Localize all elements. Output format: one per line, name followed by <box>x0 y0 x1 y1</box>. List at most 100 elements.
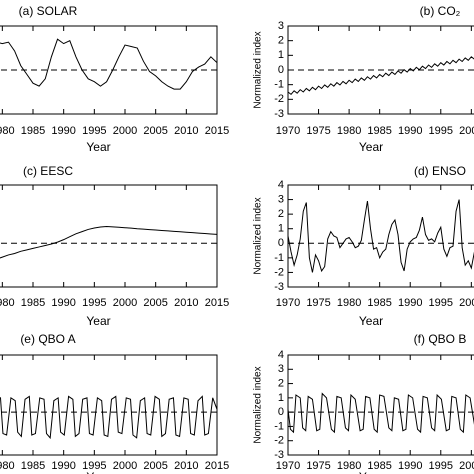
y-axis-label: Normalized index <box>253 366 264 443</box>
x-tick-label: 1995 <box>82 297 106 309</box>
y-tick-label: -3 <box>274 108 284 120</box>
y-tick-label: 2 <box>278 35 284 47</box>
x-tick-label: 1980 <box>337 125 361 137</box>
x-tick-label: 2015 <box>205 297 229 309</box>
y-tick-label: 3 <box>278 193 284 205</box>
x-tick-label: 1990 <box>51 460 75 472</box>
plot-frame <box>0 25 218 115</box>
x-tick-label: 1985 <box>367 460 391 472</box>
y-tick-label: -1 <box>274 420 284 432</box>
x-axis-label: Year <box>359 470 383 474</box>
x-axis-label: Year <box>86 470 110 474</box>
y-tick-label: 3 <box>278 20 284 32</box>
y-tick-label: 2 <box>278 377 284 389</box>
x-axis-label: Year <box>359 314 383 328</box>
x-tick-label: 1975 <box>306 125 330 137</box>
y-tick-label: 3 <box>278 363 284 375</box>
x-tick-label: 2000 <box>459 297 474 309</box>
x-tick-label: 1980 <box>0 297 15 309</box>
x-tick-label: 1980 <box>337 297 361 309</box>
x-tick-label: 2005 <box>143 460 167 472</box>
series-line <box>288 392 474 434</box>
y-tick-label: 4 <box>278 349 284 361</box>
y-tick-label: -2 <box>274 266 284 278</box>
plot-frame <box>287 354 474 456</box>
series-line <box>288 199 474 273</box>
x-tick-label: 2000 <box>459 460 474 472</box>
y-tick-label: 0 <box>278 64 284 76</box>
x-tick-label: 2000 <box>459 125 474 137</box>
x-tick-label: 1990 <box>398 460 422 472</box>
x-tick-label: 1995 <box>82 125 106 137</box>
plot-area <box>288 56 474 96</box>
x-tick-label: 1985 <box>21 460 45 472</box>
chart-title: (b) CO₂ <box>420 4 461 18</box>
x-tick-label: 1990 <box>398 125 422 137</box>
x-tick-label: 2000 <box>113 125 137 137</box>
x-tick-label: 2000 <box>113 460 137 472</box>
y-tick-label: -1 <box>274 79 284 91</box>
y-tick-label: 0 <box>278 406 284 418</box>
y-tick-label: 1 <box>278 223 284 235</box>
x-tick-label: 1985 <box>367 125 391 137</box>
y-tick-label: -2 <box>274 93 284 105</box>
x-tick-label: 2010 <box>174 460 198 472</box>
x-tick-label: 1990 <box>51 125 75 137</box>
y-tick-label: 4 <box>278 179 284 191</box>
x-tick-label: 2005 <box>143 297 167 309</box>
x-tick-label: 1970 <box>276 125 300 137</box>
y-tick-label: 0 <box>278 237 284 249</box>
plot-area <box>288 199 474 273</box>
x-tick-label: 1995 <box>82 460 106 472</box>
x-axis-label: Year <box>359 140 383 154</box>
chart-title: (f) QBO B <box>414 332 467 346</box>
plot-area <box>288 392 474 434</box>
x-tick-label: 2010 <box>174 297 198 309</box>
chart-title: (d) ENSO <box>414 164 466 178</box>
y-tick-label: -2 <box>274 435 284 447</box>
y-axis-label: Normalized index <box>253 31 264 108</box>
y-tick-label: -3 <box>274 281 284 293</box>
x-tick-label: 1975 <box>306 297 330 309</box>
chart-title: (e) QBO A <box>20 332 75 346</box>
chart-title: (c) EESC <box>23 164 73 178</box>
x-tick-label: 1995 <box>429 460 453 472</box>
plot-frame <box>0 354 218 456</box>
plot-area <box>0 395 217 440</box>
x-tick-label: 2015 <box>205 125 229 137</box>
x-tick-label: 2000 <box>113 297 137 309</box>
x-tick-label: 1980 <box>0 125 15 137</box>
x-tick-label: 2010 <box>174 125 198 137</box>
series-line <box>288 56 474 96</box>
x-tick-label: 1970 <box>276 460 300 472</box>
x-axis-label: Year <box>86 140 110 154</box>
x-tick-label: 1995 <box>429 125 453 137</box>
x-tick-label: 2005 <box>143 125 167 137</box>
plot-area <box>0 226 217 259</box>
x-tick-label: 1995 <box>429 297 453 309</box>
x-tick-label: 2015 <box>205 460 229 472</box>
y-tick-label: -3 <box>274 449 284 461</box>
x-tick-label: 1980 <box>0 460 15 472</box>
y-tick-label: 1 <box>278 392 284 404</box>
y-axis-label: Normalized index <box>253 197 264 274</box>
series-line <box>0 395 217 440</box>
y-tick-label: 1 <box>278 49 284 61</box>
y-tick-label: -1 <box>274 252 284 264</box>
x-tick-label: 1980 <box>337 460 361 472</box>
plot-frame <box>287 184 474 288</box>
plot-frame <box>0 184 218 288</box>
x-axis-label: Year <box>86 314 110 328</box>
y-tick-label: 2 <box>278 208 284 220</box>
plot-area <box>0 38 217 90</box>
x-tick-label: 1985 <box>367 297 391 309</box>
x-tick-label: 1985 <box>21 297 45 309</box>
x-tick-label: 1970 <box>276 297 300 309</box>
x-tick-label: 1985 <box>21 125 45 137</box>
x-tick-label: 1990 <box>51 297 75 309</box>
chart-title: (a) SOLAR <box>19 4 78 18</box>
series-line <box>0 226 217 259</box>
x-tick-label: 1975 <box>306 460 330 472</box>
